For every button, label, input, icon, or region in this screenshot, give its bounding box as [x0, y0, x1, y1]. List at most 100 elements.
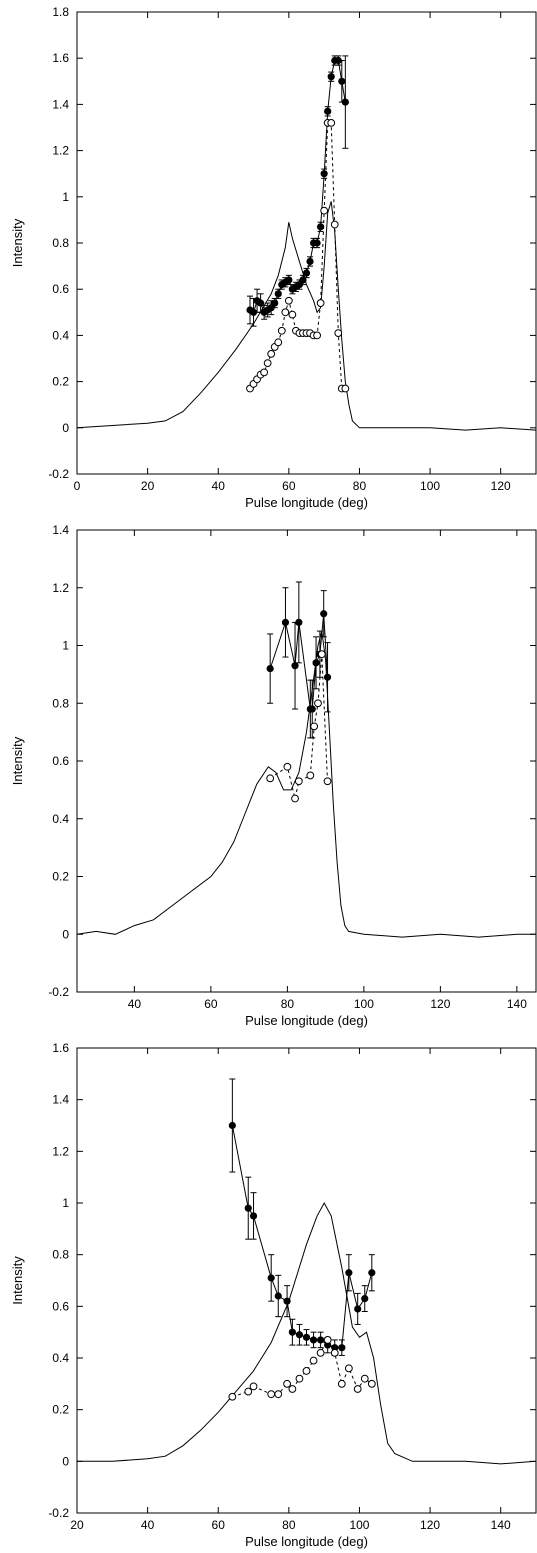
y-tick-label: 0.6: [52, 1299, 69, 1313]
y-tick-label: 1.2: [52, 144, 69, 158]
profile-line: [76, 630, 536, 938]
y-tick-label: 1.6: [52, 1041, 69, 1055]
y-tick-label: 1.2: [52, 1144, 69, 1158]
x-tick-label: 40: [128, 997, 142, 1011]
filled-point: [341, 98, 349, 106]
open-point: [367, 1379, 376, 1388]
filled-point: [295, 618, 303, 627]
filled-point: [271, 299, 279, 307]
y-tick-label: 0.4: [52, 1351, 69, 1365]
filled-point: [327, 73, 335, 81]
x-tick-label: 80: [353, 479, 367, 493]
filled-point: [257, 299, 265, 307]
filled-point: [313, 239, 321, 247]
filled-point: [285, 276, 293, 284]
x-tick-label: 140: [507, 997, 527, 1011]
filled-point: [338, 1344, 346, 1352]
filled-point: [368, 1269, 376, 1277]
open-point: [294, 777, 303, 786]
y-tick-label: 1: [62, 190, 69, 204]
filled-point: [320, 610, 328, 618]
filled-point: [283, 1297, 291, 1305]
open-point: [274, 338, 283, 347]
y-tick-label: 0.8: [52, 696, 69, 710]
open-point: [306, 771, 315, 780]
y-tick-label: -0.2: [48, 467, 69, 481]
filled-point: [345, 1269, 353, 1277]
open-point: [283, 1379, 291, 1388]
filled-point: [308, 705, 316, 713]
y-tick-label: 1.6: [52, 51, 69, 65]
y-tick-label: 1.4: [52, 1093, 69, 1107]
y-tick-label: 0: [62, 1454, 69, 1468]
open-point: [228, 1392, 237, 1401]
open-point: [316, 299, 325, 307]
open-point: [317, 650, 326, 659]
open-point: [249, 1382, 258, 1391]
open-point: [267, 349, 276, 358]
open-point: [267, 1390, 276, 1399]
filled-point: [274, 1292, 282, 1300]
filled-point: [249, 1212, 258, 1220]
open-point: [334, 329, 343, 337]
y-tick-label: 1: [62, 639, 69, 653]
y-tick-label: 1: [62, 1196, 69, 1210]
x-tick-label: 80: [282, 1518, 296, 1532]
open-point: [284, 296, 293, 305]
profile-line: [76, 201, 537, 431]
filled-point: [361, 1294, 369, 1303]
open-point: [341, 384, 350, 393]
y-tick-label: 1.4: [52, 523, 69, 537]
plot-frame: [76, 529, 537, 993]
x-tick-label: 100: [420, 479, 440, 493]
y-tick-label: 1.8: [52, 5, 69, 19]
panel-middle: 40 60 80 100 120 140 -0.2 0 0.2 0.4 0.6 0.8 1 1.2 1.4 P…: [10, 523, 537, 1028]
y-tick-label: 0: [62, 927, 69, 941]
open-point: [288, 310, 297, 319]
x-tick-label: 100: [354, 997, 374, 1011]
x-tick-label: 100: [349, 1518, 369, 1532]
y-tick-label: 0.8: [52, 1248, 69, 1262]
panel-bottom: 20 40 60 80 100 120 140 -0.2 0 0.2 0.4 0.6 0.8 1 1.2 1.…: [10, 1041, 537, 1549]
filled-point: [302, 269, 311, 277]
filled-point: [266, 665, 274, 673]
open-point: [323, 777, 332, 786]
x-tick-label: 60: [282, 479, 296, 493]
y-tick-label: 1.4: [52, 97, 69, 111]
filled-point: [312, 659, 320, 667]
filled-point: [302, 1333, 311, 1341]
open-point: [330, 220, 339, 229]
open-point: [263, 359, 272, 368]
open-point: [337, 1379, 346, 1388]
profile-line: [77, 1201, 537, 1465]
open-point: [244, 1387, 253, 1396]
x-tick-label: 20: [70, 1518, 84, 1532]
open-point: [344, 1364, 353, 1373]
x-tick-label: 60: [204, 997, 218, 1011]
open-point: [302, 1367, 311, 1375]
y-tick-label: 1.2: [52, 581, 69, 595]
filled-point: [288, 1328, 296, 1336]
filled-point: [244, 1204, 252, 1212]
x-tick-label: 20: [141, 479, 155, 493]
y-tick-label: 0.2: [52, 870, 69, 884]
x-tick-label: 60: [212, 1518, 226, 1532]
filled-point: [291, 662, 299, 670]
open-point: [281, 308, 290, 317]
x-tick-label: 40: [212, 479, 226, 493]
filled-point: [281, 618, 290, 627]
open-point: [309, 1356, 318, 1365]
filled-point: [334, 56, 342, 65]
x-axis-label: Pulse longitude (deg): [245, 1013, 368, 1028]
open-point: [360, 1374, 369, 1383]
filled-point: [249, 308, 258, 316]
y-axis-label: Intensity: [10, 218, 25, 267]
x-tick-label: 0: [74, 479, 81, 493]
filled-point: [228, 1121, 236, 1130]
filled-point: [267, 1274, 275, 1282]
filled-point: [317, 223, 325, 231]
filled-point: [320, 170, 328, 178]
y-axis-label: Intensity: [10, 1256, 25, 1305]
y-tick-label: 0: [62, 421, 69, 435]
